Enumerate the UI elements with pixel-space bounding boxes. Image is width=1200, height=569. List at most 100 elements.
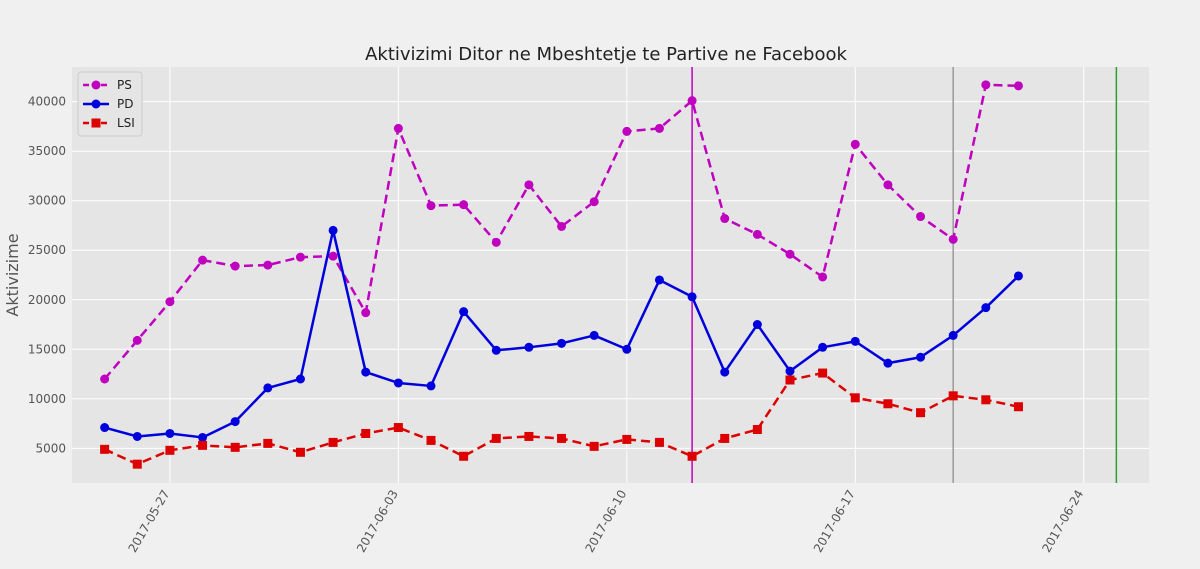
data-point xyxy=(557,221,567,231)
data-point xyxy=(883,399,893,409)
data-point xyxy=(818,342,828,352)
data-point xyxy=(361,367,371,377)
data-point xyxy=(524,431,534,441)
data-point xyxy=(850,139,860,149)
legend-item-ps: PS xyxy=(83,78,132,92)
data-point xyxy=(230,261,240,271)
data-point xyxy=(850,336,860,346)
legend-item-lsi: LSI xyxy=(83,116,135,130)
data-point xyxy=(752,229,762,239)
series-line xyxy=(103,83,1019,380)
legend-label: LSI xyxy=(117,116,135,130)
data-point xyxy=(230,417,240,427)
data-point xyxy=(393,123,403,133)
data-point xyxy=(818,368,828,378)
data-point xyxy=(981,303,991,313)
data-point xyxy=(622,344,632,354)
data-point xyxy=(589,330,599,340)
y-tick-label: 5000 xyxy=(35,441,66,455)
data-point xyxy=(426,201,436,211)
data-point xyxy=(198,255,208,265)
data-point xyxy=(1013,402,1023,412)
data-point xyxy=(589,197,599,207)
data-point xyxy=(361,308,371,318)
data-point xyxy=(818,272,828,282)
data-point xyxy=(132,335,142,345)
data-point xyxy=(654,123,664,133)
data-point xyxy=(687,292,697,302)
data-point xyxy=(459,451,469,461)
data-point xyxy=(165,297,175,307)
data-point xyxy=(687,451,697,461)
y-tick-label: 25000 xyxy=(28,243,66,257)
data-point xyxy=(948,330,958,340)
data-point xyxy=(589,441,599,451)
data-point xyxy=(622,434,632,444)
data-point xyxy=(426,381,436,391)
data-point xyxy=(328,225,338,235)
data-point xyxy=(328,251,338,261)
reference-lines xyxy=(691,67,1118,483)
data-point xyxy=(785,366,795,376)
legend-item-pd: PD xyxy=(83,97,133,111)
y-tick-label: 15000 xyxy=(28,342,66,356)
legend-marker xyxy=(91,99,101,109)
data-point xyxy=(198,432,208,442)
data-point xyxy=(916,212,926,222)
legend-label: PS xyxy=(117,78,132,92)
data-point xyxy=(393,378,403,388)
data-point xyxy=(459,307,469,317)
data-point xyxy=(948,391,958,401)
legend-marker xyxy=(91,80,101,90)
data-point xyxy=(459,200,469,210)
data-point xyxy=(132,459,142,469)
data-point xyxy=(752,320,762,330)
data-point xyxy=(622,126,632,136)
data-point xyxy=(654,275,664,285)
data-point xyxy=(883,180,893,190)
data-point xyxy=(981,395,991,405)
legend-label: PD xyxy=(117,97,133,111)
y-axis-title: Aktivizime xyxy=(3,233,22,316)
y-tick-label: 30000 xyxy=(28,194,66,208)
data-point xyxy=(524,180,534,190)
series-lsi xyxy=(100,368,1023,469)
data-point xyxy=(916,352,926,362)
y-tick-label: 35000 xyxy=(28,144,66,158)
data-point xyxy=(720,214,730,224)
data-point xyxy=(328,437,338,447)
data-point xyxy=(1013,81,1023,91)
data-point xyxy=(720,367,730,377)
data-point xyxy=(687,96,697,106)
y-tick-label: 40000 xyxy=(28,95,66,109)
data-point xyxy=(720,433,730,443)
data-point xyxy=(263,438,273,448)
data-point xyxy=(426,435,436,445)
chart-title: Aktivizimi Ditor ne Mbeshtetje te Partiv… xyxy=(365,44,847,65)
series xyxy=(100,80,1023,469)
data-point xyxy=(557,433,567,443)
series-pd xyxy=(100,225,1023,442)
data-point xyxy=(361,428,371,438)
data-point xyxy=(491,433,501,443)
data-point xyxy=(263,260,273,270)
data-point xyxy=(393,423,403,433)
data-point xyxy=(100,444,110,454)
data-point xyxy=(883,358,893,368)
legend-marker xyxy=(91,118,101,128)
data-point xyxy=(654,437,664,447)
data-point xyxy=(100,374,110,384)
data-point xyxy=(785,249,795,259)
data-point xyxy=(948,234,958,244)
data-point xyxy=(491,237,501,247)
data-point xyxy=(491,345,501,355)
data-point xyxy=(916,408,926,418)
data-point xyxy=(198,440,208,450)
y-tick-label: 10000 xyxy=(28,392,66,406)
data-point xyxy=(230,442,240,452)
data-point xyxy=(850,393,860,403)
data-point xyxy=(1013,271,1023,281)
data-point xyxy=(785,375,795,385)
